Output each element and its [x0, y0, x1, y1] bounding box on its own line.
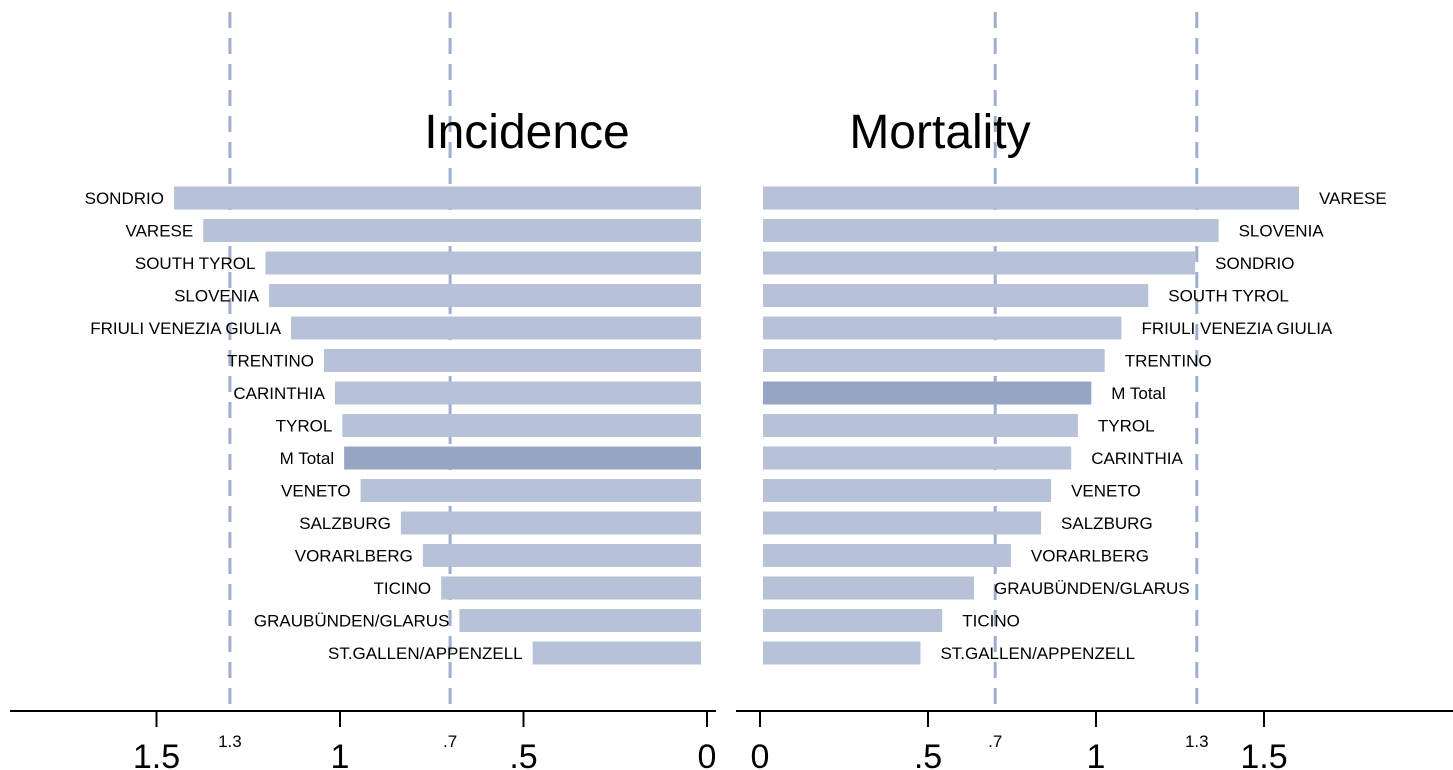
x-tick-label: 1: [331, 738, 350, 770]
bar-graub-nden-glarus: [459, 609, 701, 632]
bar-tyrol: [763, 414, 1078, 437]
bar-veneto: [763, 479, 1052, 502]
bar-south-tyrol: [265, 251, 701, 275]
bar-vorarlberg: [763, 544, 1011, 567]
bar-label-friuli-venezia-giulia: FRIULI VENEZIA GIULIA: [1141, 319, 1332, 338]
x-tick-label: .5: [509, 738, 537, 770]
bar-label-trentino: TRENTINO: [227, 352, 314, 371]
bar-graub-nden-glarus: [763, 576, 975, 600]
bar-label-carinthia: CARINTHIA: [1091, 449, 1183, 468]
bar-label-salzburg: SALZBURG: [1061, 514, 1153, 533]
bar-label-tyrol: TYROL: [276, 417, 333, 436]
bar-label-friuli-venezia-giulia: FRIULI VENEZIA GIULIA: [90, 319, 281, 338]
reference-line-label: 1.3: [1185, 732, 1209, 751]
bar-south-tyrol: [763, 284, 1149, 307]
bar-label-m-total: M Total: [1111, 384, 1166, 403]
bar-ticino: [763, 609, 943, 632]
bar-label-sondrio: SONDRIO: [1215, 254, 1294, 273]
bar-friuli-venezia-giulia: [291, 316, 701, 340]
x-tick-label: 0: [751, 738, 770, 770]
chart-title: Incidence: [424, 106, 629, 159]
x-tick-label: .5: [914, 738, 942, 770]
bar-tyrol: [342, 414, 701, 437]
bar-m-total: [763, 381, 1092, 405]
bar-label-ticino: TICINO: [374, 579, 432, 598]
bar-slovenia: [763, 219, 1219, 242]
bar-ticino: [441, 576, 701, 600]
bar-sondrio: [173, 186, 701, 210]
reference-line-label: .7: [988, 732, 1002, 751]
bar-friuli-venezia-giulia: [763, 316, 1122, 340]
mortality-panel: .7 1.3 Mortality VARESE SLOVENIA SONDRIO SOUTH…: [736, 12, 1453, 770]
bar-vorarlberg: [422, 544, 701, 567]
bar-varese: [203, 219, 702, 242]
incidence-panel: .7 1.3 Incidence SONDRIO VARESE SOUTH TYROL SL…: [10, 12, 716, 770]
bar-label-graub-nden-glarus: GRAUBÜNDEN/GLARUS: [254, 612, 450, 631]
bar-label-vorarlberg: VORARLBERG: [1031, 547, 1149, 566]
chart-title: Mortality: [849, 106, 1030, 159]
x-tick-label: 1.5: [1240, 738, 1287, 770]
x-tick-label: 1.5: [133, 738, 180, 770]
bar-label-carinthia: CARINTHIA: [233, 384, 325, 403]
bar-label-slovenia: SLOVENIA: [1239, 222, 1325, 241]
bar-label-slovenia: SLOVENIA: [174, 287, 260, 306]
bar-slovenia: [269, 284, 701, 307]
bar-label-tyrol: TYROL: [1098, 417, 1155, 436]
bar-label-ticino: TICINO: [962, 612, 1020, 631]
bar-label-trentino: TRENTINO: [1125, 352, 1212, 371]
bar-label-varese: VARESE: [1319, 189, 1387, 208]
bar-st-gallen-appenzell: [532, 641, 701, 665]
bar-trentino: [324, 349, 701, 372]
bar-veneto: [360, 479, 701, 502]
bar-label-m-total: M Total: [280, 449, 335, 468]
bar-m-total: [344, 446, 701, 470]
bar-label-veneto: VENETO: [1071, 482, 1141, 501]
x-tick-label: 1: [1087, 738, 1106, 770]
bar-label-varese: VARESE: [126, 222, 194, 241]
bar-sondrio: [763, 251, 1196, 275]
bar-salzburg: [763, 511, 1042, 535]
bar-label-south-tyrol: SOUTH TYROL: [135, 254, 256, 273]
bar-label-veneto: VENETO: [281, 482, 351, 501]
bar-carinthia: [763, 446, 1072, 470]
bar-label-south-tyrol: SOUTH TYROL: [1168, 287, 1289, 306]
bar-varese: [763, 186, 1299, 210]
bar-st-gallen-appenzell: [763, 641, 921, 665]
bar-label-sondrio: SONDRIO: [85, 189, 164, 208]
bar-salzburg: [400, 511, 701, 535]
bar-label-salzburg: SALZBURG: [299, 514, 391, 533]
bar-label-st-gallen-appenzell: ST.GALLEN/APPENZELL: [940, 644, 1135, 663]
bar-carinthia: [335, 381, 701, 405]
x-tick-label: 0: [698, 738, 717, 770]
bar-label-graub-nden-glarus: GRAUBÜNDEN/GLARUS: [994, 579, 1190, 598]
bar-label-vorarlberg: VORARLBERG: [295, 547, 413, 566]
bar-trentino: [763, 349, 1105, 372]
bar-label-st-gallen-appenzell: ST.GALLEN/APPENZELL: [328, 644, 523, 663]
reference-line-label: .7: [443, 732, 457, 751]
reference-line-label: 1.3: [218, 732, 242, 751]
